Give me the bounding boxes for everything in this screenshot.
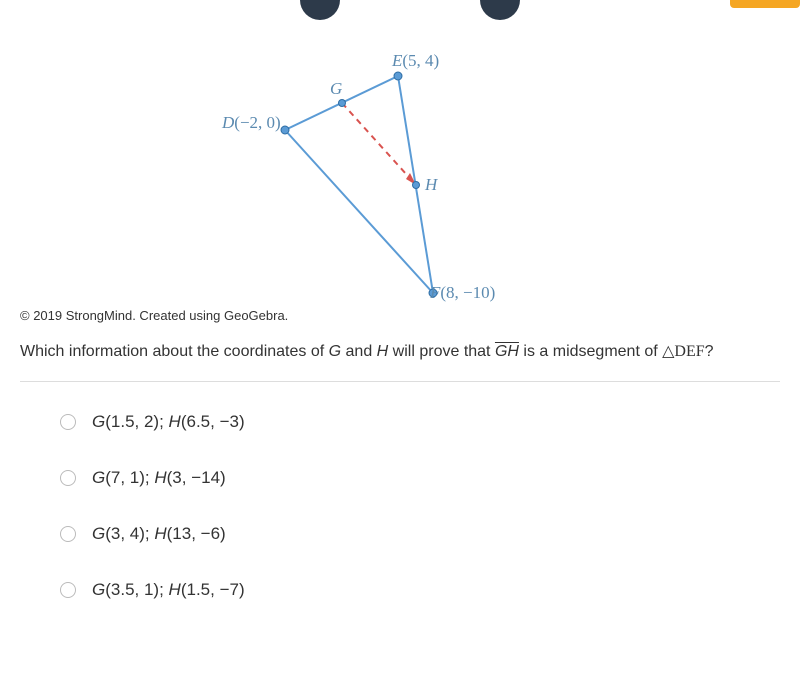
option-label: G(3, 4); H(13, −6)	[92, 524, 226, 544]
label-D: D(−2, 0)	[221, 113, 281, 132]
diagram-area: D(−2, 0) E(5, 4) F(8, −10) G H	[0, 0, 800, 300]
options-list: G(1.5, 2); H(6.5, −3) G(7, 1); H(3, −14)…	[60, 412, 780, 600]
label-E: E(5, 4)	[391, 51, 439, 70]
option-row[interactable]: G(7, 1); H(3, −14)	[60, 468, 780, 488]
label-G: G	[330, 79, 342, 98]
option-row[interactable]: G(1.5, 2); H(6.5, −3)	[60, 412, 780, 432]
option-row[interactable]: G(3, 4); H(13, −6)	[60, 524, 780, 544]
option-label: G(3.5, 1); H(1.5, −7)	[92, 580, 245, 600]
label-F: F(8, −10)	[429, 283, 495, 302]
label-H: H	[424, 175, 439, 194]
option-label: G(1.5, 2); H(6.5, −3)	[92, 412, 245, 432]
option-row[interactable]: G(3.5, 1); H(1.5, −7)	[60, 580, 780, 600]
radio-icon[interactable]	[60, 470, 76, 486]
triangle-diagram: D(−2, 0) E(5, 4) F(8, −10) G H	[200, 40, 560, 320]
radio-icon[interactable]	[60, 414, 76, 430]
divider	[20, 381, 780, 382]
question-text: Which information about the coordinates …	[20, 341, 780, 363]
radio-icon[interactable]	[60, 582, 76, 598]
option-label: G(7, 1); H(3, −14)	[92, 468, 226, 488]
radio-icon[interactable]	[60, 526, 76, 542]
